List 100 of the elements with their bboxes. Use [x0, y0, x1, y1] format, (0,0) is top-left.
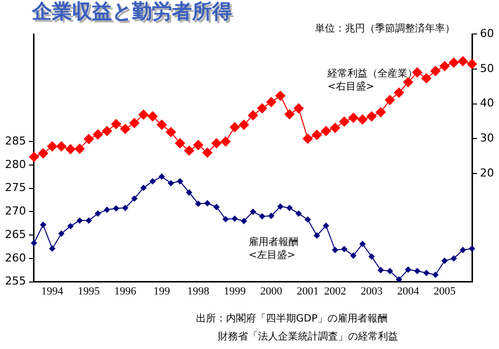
x-tick-label: 1999 — [224, 285, 246, 298]
y-tick-label: 265 — [4, 228, 26, 241]
point — [250, 208, 256, 215]
point — [286, 204, 292, 211]
x-tick-label: 2001 — [296, 285, 319, 298]
point — [74, 144, 85, 154]
y2-tick-label: 20 — [480, 166, 494, 180]
point — [102, 126, 112, 136]
point — [92, 130, 103, 140]
point — [405, 266, 412, 273]
point — [442, 258, 448, 264]
point — [376, 107, 386, 118]
text: 財務省「法人企業統計調査」の経常利益 — [218, 330, 398, 343]
point — [175, 138, 185, 148]
point — [140, 184, 146, 191]
point — [323, 222, 329, 229]
point — [296, 210, 302, 217]
point — [312, 130, 322, 140]
point — [386, 268, 393, 274]
point — [332, 247, 338, 254]
point — [131, 196, 138, 202]
x-tick-label: 2005 — [434, 285, 456, 298]
point — [184, 146, 194, 156]
y2-tick-label: 50 — [480, 62, 494, 75]
series-label: 雇用者報酬 <左目盛> — [248, 236, 299, 261]
point — [432, 272, 439, 278]
x-tick-label: 2002 — [324, 285, 346, 298]
point — [304, 216, 311, 223]
point — [430, 66, 441, 76]
point — [168, 180, 174, 186]
point — [458, 56, 468, 66]
y-tick-label: 255 — [4, 274, 26, 288]
point — [469, 246, 476, 252]
x-tick-label: 2004 — [397, 285, 420, 298]
point — [348, 112, 358, 123]
point — [148, 111, 158, 122]
y-tick-label: 275 — [4, 181, 26, 194]
y-tick-label: 280 — [4, 158, 26, 171]
point — [186, 190, 192, 196]
point — [220, 136, 231, 146]
point — [222, 216, 229, 222]
point — [104, 206, 110, 213]
point — [368, 254, 375, 260]
point — [284, 109, 294, 120]
x-tick-label: 2000 — [260, 285, 283, 298]
x-tick-label: 1995 — [78, 285, 100, 298]
x-tick-label: 1998 — [187, 285, 210, 298]
point — [330, 122, 340, 133]
point — [156, 120, 167, 130]
point — [111, 119, 122, 130]
point — [460, 247, 466, 254]
point — [302, 134, 313, 144]
point — [177, 178, 183, 184]
point — [129, 118, 140, 128]
point — [259, 213, 266, 220]
point — [138, 110, 148, 120]
point — [366, 111, 377, 122]
y2-tick-label: 40 — [480, 96, 494, 110]
point — [67, 223, 74, 230]
point — [360, 240, 366, 247]
point — [384, 94, 395, 105]
point — [423, 270, 430, 276]
point — [414, 268, 420, 274]
x-tick-label: 1996 — [114, 285, 137, 298]
point — [240, 218, 247, 224]
point — [350, 252, 356, 259]
point — [84, 134, 94, 144]
point — [412, 67, 422, 78]
point — [232, 216, 238, 222]
point — [341, 246, 348, 252]
point — [38, 148, 48, 158]
point — [65, 144, 76, 154]
point — [193, 140, 204, 150]
point — [49, 246, 56, 252]
point — [30, 240, 37, 246]
point — [195, 200, 202, 207]
point — [268, 212, 274, 219]
y2-tick-label: 30 — [480, 132, 494, 145]
point — [94, 210, 101, 217]
point — [421, 73, 432, 84]
x-tick-label: 1994 — [41, 285, 64, 298]
point — [166, 127, 176, 138]
point — [212, 138, 222, 148]
point — [277, 204, 284, 210]
point — [440, 61, 450, 72]
point — [122, 204, 128, 211]
point — [266, 97, 276, 108]
point — [28, 152, 39, 162]
y-tick-label: 285 — [4, 134, 26, 148]
point — [204, 200, 210, 206]
text: 出所：内閣府「四半期GDP」の雇用者報酬 — [196, 312, 388, 325]
y-tick-label: 270 — [4, 204, 26, 218]
annotation: 単位：兆円（季節調整済年率） — [315, 22, 455, 35]
point — [321, 126, 331, 136]
series-label: 経常利益（全産業） <右目盛> — [326, 67, 418, 92]
x-tick-label: 2003 — [360, 285, 384, 298]
point — [358, 114, 368, 125]
point — [257, 103, 268, 114]
point — [158, 174, 165, 180]
chart-title: 企業収益と勤労者所得 — [33, 1, 234, 26]
